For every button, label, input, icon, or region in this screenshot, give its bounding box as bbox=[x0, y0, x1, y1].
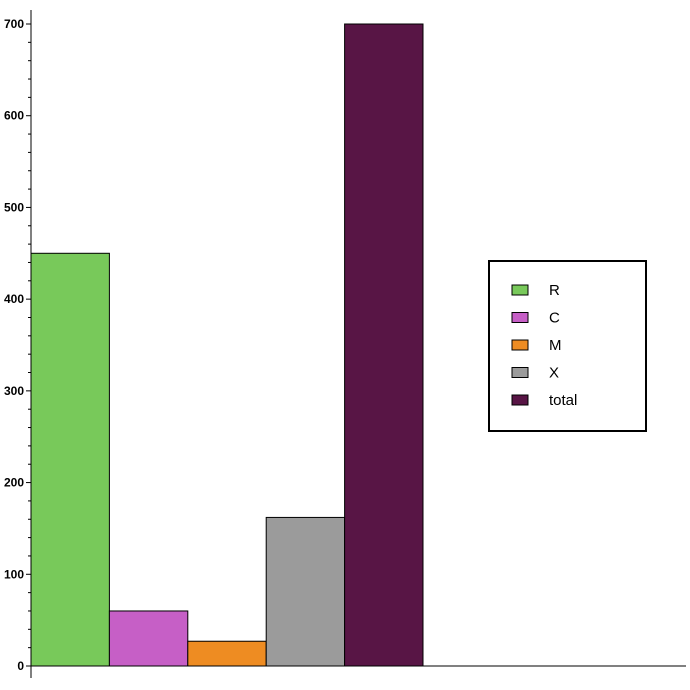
bar-total bbox=[344, 23, 424, 667]
legend-label-X: X bbox=[549, 365, 559, 382]
y-tick-label: 400 bbox=[4, 292, 24, 306]
y-tick-label: 0 bbox=[17, 659, 24, 673]
y-tick-label: 500 bbox=[4, 200, 24, 214]
legend-label-C: C bbox=[549, 310, 560, 327]
bar-M bbox=[187, 640, 267, 667]
bar-X bbox=[265, 516, 346, 667]
legend-swatch-R bbox=[511, 284, 529, 296]
legend-swatch-M bbox=[511, 339, 529, 351]
bar-C bbox=[108, 610, 189, 667]
y-tick-label: 200 bbox=[4, 476, 24, 490]
y-ticks-group: 0 100 200 300 400 500 600 700 bbox=[4, 17, 31, 673]
y-tick-label: 100 bbox=[4, 567, 24, 581]
legend-swatch-total bbox=[511, 394, 529, 406]
legend-label-M: M bbox=[549, 337, 562, 354]
y-tick-label: 300 bbox=[4, 384, 24, 398]
bars-group bbox=[30, 23, 424, 667]
axes-group bbox=[30, 10, 686, 678]
legend-swatch-C bbox=[511, 312, 529, 323]
y-tick-label: 700 bbox=[4, 17, 24, 31]
legend-label-total: total bbox=[549, 392, 577, 409]
bar-R bbox=[30, 252, 110, 667]
y-tick-label: 600 bbox=[4, 109, 24, 123]
legend-swatch-X bbox=[511, 367, 529, 378]
legend-label-R: R bbox=[549, 282, 560, 299]
